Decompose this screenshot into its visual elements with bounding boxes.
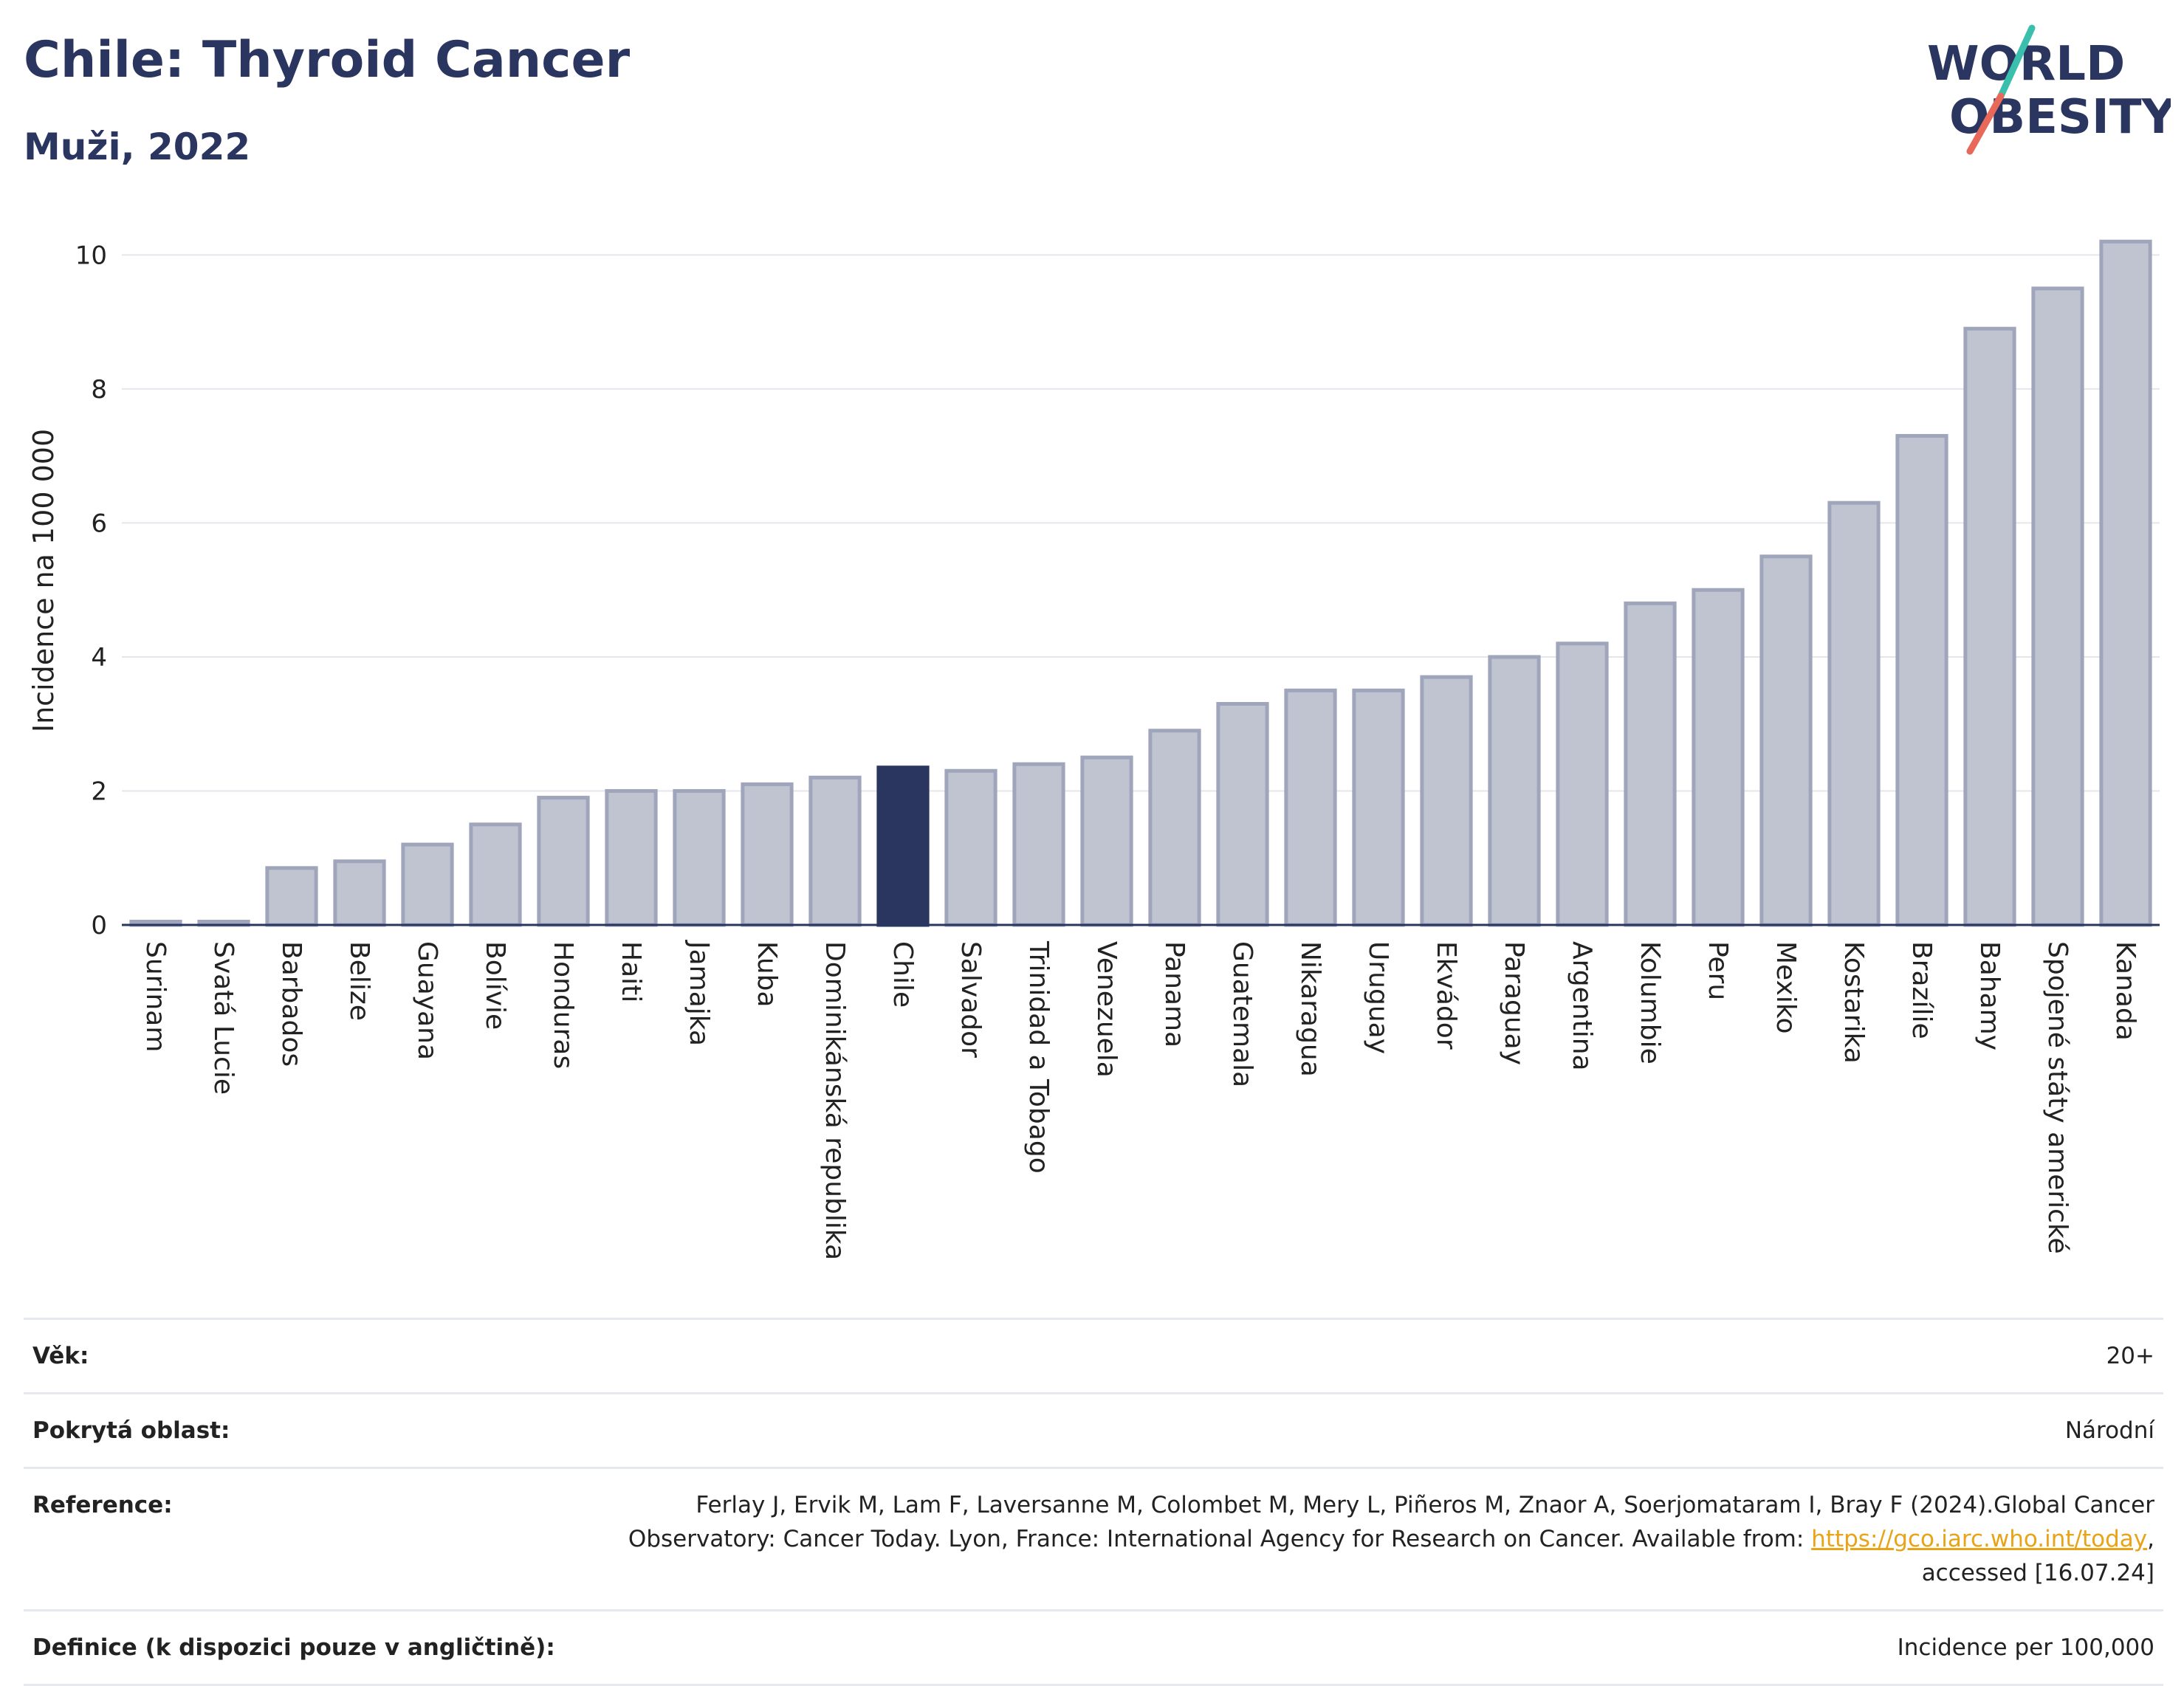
coverage-label: Pokrytá oblast: <box>32 1417 230 1444</box>
info-row-age: Věk: 20+ <box>24 1318 2163 1392</box>
logo-line-2: OBESITY <box>1949 90 2171 145</box>
reference-value: Ferlay J, Ervik M, Lam F, Laversanne M, … <box>628 1488 2154 1590</box>
x-tick-label: Belize <box>344 941 374 1021</box>
bar-barbados <box>265 866 318 927</box>
reference-line-2: Observatory: Cancer Today. Lyon, France:… <box>628 1526 1812 1552</box>
y-tick-label: 2 <box>91 777 107 806</box>
x-tick-label: Peru <box>1703 941 1733 1000</box>
info-row-definition: Definice (k dispozici pouze v angličtině… <box>24 1609 2163 1686</box>
info-table: Věk: 20+ Pokrytá oblast: Národní Referen… <box>24 1318 2163 1686</box>
bar-chile <box>876 765 930 927</box>
x-tick-label: Kuba <box>752 941 782 1008</box>
bar-kostarika <box>1827 500 1881 927</box>
x-tick-label: Paraguay <box>1499 941 1529 1065</box>
world-obesity-logo: WORLD OBESITY <box>1927 24 2171 155</box>
y-tick-label: 0 <box>91 911 107 940</box>
x-tick-label: Nikaragua <box>1295 941 1325 1077</box>
y-tick-label: 10 <box>75 241 107 270</box>
bar-haiti <box>605 788 658 927</box>
x-tick-label: Brazílie <box>1906 941 1937 1039</box>
x-tick-label: Salvador <box>955 941 986 1058</box>
x-tick-label: Kolumbie <box>1635 941 1665 1064</box>
bar-bahamy <box>1963 326 2016 927</box>
reference-line-1: Ferlay J, Ervik M, Lam F, Laversanne M, … <box>696 1492 2154 1518</box>
x-tick-label: Svatá Lucie <box>208 941 238 1095</box>
bar-nikaragua <box>1284 688 1337 927</box>
chart-title: Chile: Thyroid Cancer <box>24 31 631 89</box>
x-tick-label: Guayana <box>412 941 442 1060</box>
bar-guatemala <box>1216 701 1269 927</box>
definition-value: Incidence per 100,000 <box>1897 1634 2154 1661</box>
x-tick-label: Guatemala <box>1227 941 1257 1087</box>
definition-label: Definice (k dispozici pouze v angličtině… <box>32 1634 555 1661</box>
age-label: Věk: <box>32 1343 89 1369</box>
bar-argentina <box>1556 641 1609 927</box>
x-tick-label: Ekvádor <box>1431 941 1461 1050</box>
bar-jamajka <box>673 788 726 927</box>
bar-mexiko <box>1759 554 1813 927</box>
bar-uruguay <box>1352 688 1405 927</box>
x-tick-label: Haiti <box>616 941 646 1002</box>
logo-slash-coral <box>1966 92 2005 155</box>
y-tick-label: 4 <box>91 643 107 672</box>
logo-slash-teal <box>1997 24 2036 100</box>
x-tick-label: Surinam <box>140 941 171 1052</box>
x-tick-label: Dominikánská republika <box>820 941 850 1260</box>
bar-peru <box>1692 588 1745 927</box>
bar-honduras <box>537 796 590 927</box>
x-tick-label: Mexiko <box>1771 941 1801 1033</box>
x-tick-label: Kanada <box>2110 941 2140 1041</box>
bar-trinidad-a-tobago <box>1012 762 1065 927</box>
bar-guayana <box>401 842 454 927</box>
x-tick-label: Jamajka <box>684 940 714 1046</box>
bar-ekvádor <box>1420 675 1473 927</box>
y-tick-label: 6 <box>91 509 107 538</box>
chart-subtitle: Muži, 2022 <box>24 125 251 168</box>
bar-kanada <box>2099 239 2152 927</box>
y-axis-label: Incidence na 100 000 <box>27 429 60 732</box>
x-tick-label: Venezuela <box>1091 941 1122 1078</box>
bar-panama <box>1148 729 1201 927</box>
bar-paraguay <box>1488 655 1541 927</box>
y-tick-label: 8 <box>91 375 107 405</box>
x-tick-label: Chile <box>887 941 918 1008</box>
x-tick-label: Kostarika <box>1838 941 1869 1064</box>
bar-belize <box>333 859 386 927</box>
bar-bolívie <box>469 822 522 927</box>
x-tick-label: Uruguay <box>1363 941 1393 1054</box>
bar-dominikánská-republika <box>808 775 862 927</box>
info-row-coverage: Pokrytá oblast: Národní <box>24 1392 2163 1467</box>
x-tick-label: Barbados <box>276 941 306 1067</box>
coverage-value: Národní <box>2064 1417 2154 1444</box>
x-tick-label: Argentina <box>1567 941 1597 1071</box>
reference-link[interactable]: https://gco.iarc.who.int/today <box>1811 1526 2148 1552</box>
x-tick-label: Spojené státy americké <box>2042 941 2073 1254</box>
bar-kolumbie <box>1624 601 1677 927</box>
x-tick-label: Bolívie <box>480 941 510 1030</box>
bar-venezuela <box>1080 755 1133 927</box>
info-row-reference: Reference: Ferlay J, Ervik M, Lam F, Lav… <box>24 1467 2163 1609</box>
reference-line-2-end: , <box>2147 1526 2154 1552</box>
bar-chart: 0 2 4 6 8 10 Incidence na 100 000 Surinam Svatá … <box>27 239 2160 1260</box>
x-tick-label: Trinidad a Tobago <box>1023 940 1054 1174</box>
x-tick-label: Panama <box>1159 941 1189 1047</box>
bar-kuba <box>741 782 794 927</box>
age-value: 20+ <box>2106 1343 2154 1369</box>
bar-brazílie <box>1895 433 1948 927</box>
bar-spojené-státy-americké <box>2031 286 2084 927</box>
x-tick-label: Bahamy <box>1974 941 2005 1050</box>
bar-salvador <box>944 768 997 927</box>
reference-label: Reference: <box>32 1492 173 1518</box>
reference-line-3: accessed [16.07.24] <box>1921 1560 2154 1586</box>
x-tick-label: Honduras <box>548 941 578 1069</box>
